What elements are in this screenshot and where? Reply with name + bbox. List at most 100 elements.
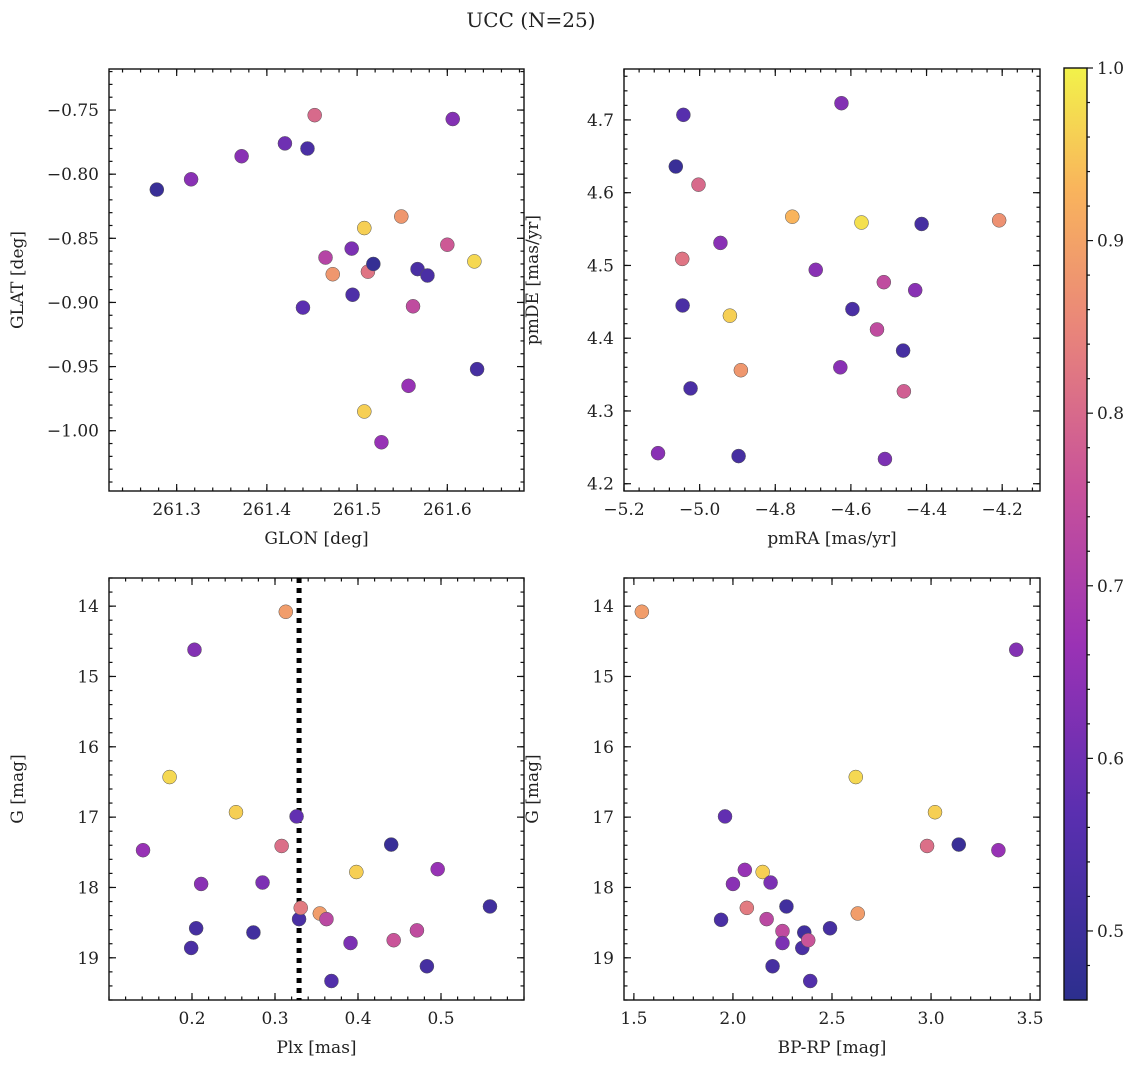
plot-frame (623, 577, 1041, 1001)
x-axis-label: GLON [deg] (264, 529, 368, 549)
colorbar-tick-label: 0.9 (1097, 232, 1124, 252)
y-axis-label: GLAT [deg] (8, 231, 28, 329)
data-point (765, 958, 780, 974)
data-point (246, 925, 261, 940)
colorbar-tick-label: 0.6 (1097, 749, 1124, 769)
y-axis-label: pmDE [mas/yr] (523, 215, 543, 345)
x-tick-label: −4.4 (906, 500, 947, 520)
data-point (394, 209, 409, 224)
y-tick-label: 18 (592, 878, 614, 898)
data-point (188, 921, 204, 936)
colorbar-tick-label: 0.7 (1097, 577, 1124, 597)
data-point (409, 923, 425, 938)
data-point (440, 237, 455, 252)
data-point (344, 241, 359, 256)
y-tick-label: 15 (77, 667, 99, 687)
data-point (800, 932, 816, 948)
data-point (345, 287, 360, 303)
x-axis-label: Plx [mas] (276, 1038, 356, 1058)
colorbar-gradient (1063, 67, 1088, 1001)
data-point (722, 308, 738, 323)
data-point (634, 604, 650, 620)
x-tick-label: −5.2 (603, 500, 644, 520)
data-point (277, 136, 293, 151)
y-axis-label: G [mag] (8, 754, 28, 823)
data-point (349, 864, 364, 880)
data-point (318, 250, 333, 265)
data-point (676, 107, 691, 123)
data-point (319, 911, 334, 927)
y-tick-label: 19 (592, 949, 614, 969)
data-point (717, 809, 733, 824)
data-point (405, 299, 421, 314)
colorbar-tick-label: 0.5 (1097, 922, 1124, 942)
y-tick-label: 18 (77, 878, 99, 898)
data-point (300, 141, 315, 156)
data-point (278, 604, 294, 620)
figure-title: UCC (N=25) (466, 8, 595, 32)
data-point (430, 861, 445, 877)
y-tick-label: 17 (77, 808, 99, 828)
x-tick-label: 261.6 (423, 500, 472, 520)
data-point (469, 361, 485, 377)
y-tick-label: −0.80 (47, 165, 99, 185)
scatter-panel-plx-g: 0.2 0.3 0.4 0.5 14 15 16 17 18 19 Plx [mas] G [mag] (8, 577, 525, 1058)
y-tick-label: 19 (77, 949, 99, 969)
data-point (255, 875, 270, 890)
y-tick-label: 16 (77, 738, 99, 758)
colorbar: 0.5 0.6 0.7 0.8 0.9 1.0 (1063, 59, 1124, 1001)
data-point (876, 274, 892, 290)
data-point (289, 809, 304, 824)
plot-frame (623, 68, 1041, 492)
x-tick-label: 3.5 (1017, 1009, 1044, 1029)
data-point (691, 177, 706, 192)
y-tick-label: −0.85 (47, 229, 99, 249)
y-tick-label: 14 (592, 597, 614, 617)
y-tick-label: −0.95 (47, 358, 99, 378)
data-point (775, 935, 790, 951)
data-point (927, 804, 943, 820)
data-point (802, 973, 818, 989)
data-point (779, 899, 794, 914)
data-point (785, 209, 800, 224)
scatter-panel-glon-glat: 261.3 261.4 261.5 261.6 −1.00 −0.95 −0.90 −0.85… (8, 68, 525, 549)
data-point (848, 769, 864, 785)
data-point (731, 448, 746, 464)
data-point (228, 804, 244, 820)
data-point (193, 876, 209, 892)
data-point (713, 912, 729, 928)
data-point (919, 838, 935, 854)
data-point (759, 911, 774, 927)
data-point (668, 159, 684, 174)
y-tick-label: −0.75 (47, 101, 99, 121)
x-tick-label: −4.8 (755, 500, 796, 520)
data-point (739, 900, 755, 916)
data-point (854, 215, 869, 230)
data-point (733, 362, 749, 378)
data-point (183, 940, 199, 956)
y-tick-label: −1.00 (47, 422, 99, 442)
data-point (366, 256, 381, 272)
data-point (850, 906, 866, 921)
y-tick-label: −0.90 (47, 293, 99, 313)
scatter-panel-pmra-pmde: −5.2 −5.0 −4.8 −4.6 −4.4 −4.2 4.2 4.3 4.4 4.5 4.6 4… (523, 68, 1041, 549)
x-tick-label: 0.4 (344, 1009, 371, 1029)
y-tick-label: 4.5 (587, 256, 614, 276)
plot-frame (108, 68, 525, 492)
data-point (713, 235, 728, 251)
x-tick-label: −4.6 (830, 500, 871, 520)
x-tick-label: 3.0 (918, 1009, 945, 1029)
data-point (467, 254, 482, 269)
data-point (907, 282, 923, 298)
data-point (162, 769, 177, 785)
data-point (386, 932, 401, 948)
data-point (357, 220, 372, 236)
data-point (877, 451, 893, 467)
data-point (991, 213, 1007, 228)
data-point (683, 381, 698, 396)
data-point (293, 900, 308, 916)
data-point (675, 298, 690, 313)
y-tick-label: 4.7 (587, 111, 614, 131)
data-point (420, 268, 435, 283)
y-tick-label: 4.2 (587, 475, 614, 495)
